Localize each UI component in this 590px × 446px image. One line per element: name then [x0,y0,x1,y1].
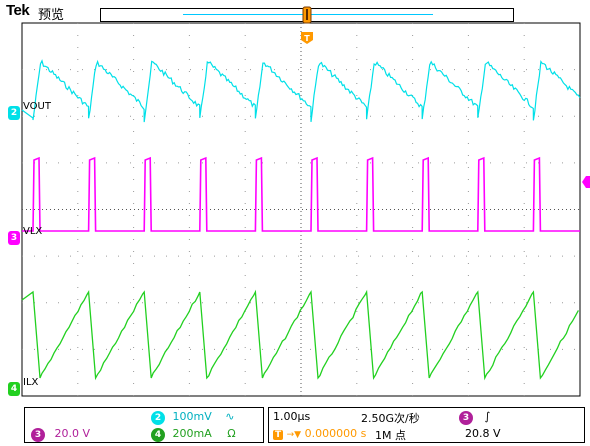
acquisition-mode: 预览 [38,8,65,23]
ch2-scale-badge: 2 [151,411,165,425]
ch4-badge: 4 [8,382,20,396]
ch3-label: VLX [23,226,43,237]
ch3-scale: 20.0 V [54,427,91,440]
record-length: 1M 点 [375,429,406,442]
arrow-right-down-icon: →▼ [286,430,302,440]
trigger-level-marker[interactable] [582,176,590,188]
ch2-trace [21,59,581,123]
trigger-position-marker[interactable] [302,6,312,24]
ch4-scale-badge: 4 [151,428,165,442]
ch3-scale-badge: 3 [31,428,45,442]
waveforms [21,59,581,381]
ch2-marker[interactable]: 2 [8,100,20,120]
vertical-readout[interactable]: 2 100mV ∿ 3 20.0 V 4 200mA Ω [24,407,264,443]
trigger-slope-icon: ∫ [484,410,491,423]
ch4-label: ILX [23,377,39,388]
ch4-scale: 200mA [172,427,212,440]
ch4-trace [21,289,579,381]
brand-logo: Tek [6,2,30,19]
timebase: 1.00μs [273,410,311,423]
ch3-marker[interactable]: 3 [8,225,20,245]
graticule [22,23,580,396]
ch2-coupling-icon: ∿ [225,410,235,423]
ch3-badge: 3 [8,231,20,245]
trigger-delay: 0.000000 s [304,427,367,440]
ch2-badge: 2 [8,106,20,120]
ch2-label: VOUT [23,101,51,112]
sample-rate: 2.50G次/秒 [361,412,420,425]
ch2-scale: 100mV [172,410,212,423]
ch4-marker[interactable]: 4 [8,376,20,396]
trigger-delay-icon: T [273,430,284,440]
trigger-source-badge: 3 [459,411,473,425]
ch3-trace [22,156,580,232]
svg-text:T: T [304,34,310,43]
ch4-unit-icon: Ω [227,427,236,440]
trigger-level: 20.8 V [465,427,501,440]
trigger-marker-icon: T [301,32,313,44]
horizontal-trigger-readout[interactable]: 1.00μs 2.50G次/秒 3 ∫ T →▼ 0.000000 s 1M 点… [268,407,585,443]
